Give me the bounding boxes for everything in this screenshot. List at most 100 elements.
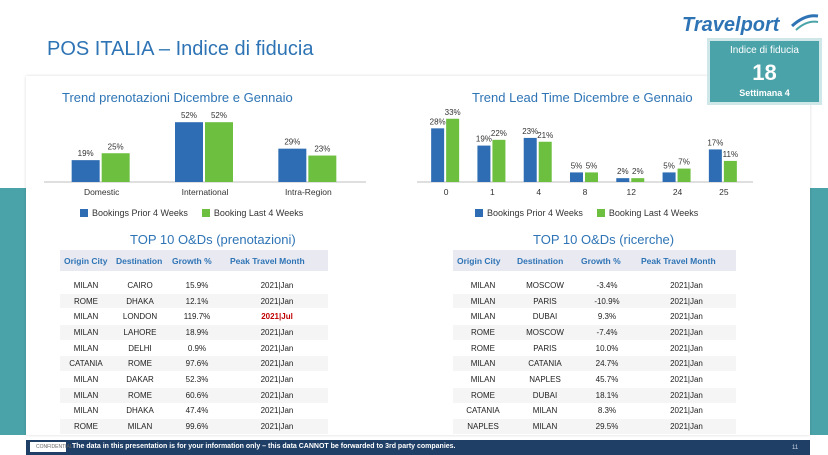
data-label: 5% [571,161,583,170]
origin-cell: MILAN [60,308,112,326]
legend-swatch-green [596,209,605,217]
x-tick-label: 8 [583,187,588,197]
page-title: POS ITALIA – Indice di fiducia [47,38,314,60]
table-row: CATANIA ROME 97.6% 2021|Jan [60,355,328,373]
destination-cell: MILAN [513,403,577,420]
table-spacer-row [60,271,328,278]
data-label: 2% [617,167,629,176]
destination-cell: PARIS [513,340,577,357]
origin-cell: MILAN [453,293,513,310]
origin-cell: NAPLES [453,418,513,435]
origin-cell: ROME [453,340,513,357]
peak-month-cell: 2021|Jul [226,308,328,326]
table-row: MILAN ROME 60.6% 2021|Jan [60,387,328,404]
x-tick-label: 0 [444,187,449,197]
peak-month-cell: 2021|Jan [637,355,736,373]
data-label: 21% [537,131,553,140]
footer-bar [26,440,810,455]
table-row: NAPLES MILAN 29.5% 2021|Jan [453,418,736,435]
right-accent-band [810,188,828,435]
data-label: 29% [284,138,300,147]
peak-month-cell: 2021|Jan [637,418,736,435]
col-header-growth: Growth % [577,250,637,271]
legend-swatch-blue [475,209,483,217]
bar [708,149,722,182]
table-row: ROME DUBAI 18.1% 2021|Jan [453,387,736,404]
origin-cell: MILAN [60,340,112,357]
col-header-peak-month: Peak Travel Month [226,250,328,271]
bar [205,122,233,182]
col-header-destination: Destination [112,250,168,271]
col-header-growth: Growth % [168,250,226,271]
data-label: 23% [522,127,538,136]
destination-cell: CATANIA [513,355,577,373]
legend-item-prior: Bookings Prior 4 Weeks [475,208,583,218]
origin-cell: CATANIA [60,355,112,373]
bar [631,178,645,182]
bar [477,145,491,182]
peak-month-cell: 2021|Jan [226,387,328,404]
growth-cell: 99.6% [168,418,226,435]
growth-cell: 15.9% [168,277,226,294]
x-tick-label: 1 [490,187,495,197]
growth-cell: 18.9% [168,324,226,341]
legend-item-prior: Bookings Prior 4 Weeks [80,208,188,218]
data-label: 22% [491,129,507,138]
growth-cell: 9.3% [577,308,637,326]
legend-swatch-blue [80,209,88,217]
bar [570,172,583,182]
table-row: MILAN LONDON 119.7% 2021|Jul [60,308,328,326]
table-row: MILAN DAKAR 52.3% 2021|Jan [60,371,328,388]
origin-cell: MILAN [60,277,112,294]
table-row: MILAN MOSCOW -3.4% 2021|Jan [453,277,736,294]
bar [278,148,307,182]
peak-month-cell: 2021|Jan [637,340,736,357]
peak-month-cell: 2021|Jan [637,277,736,294]
destination-cell: MILAN [513,418,577,435]
data-label: 5% [586,161,598,170]
table-header-row: Origin City Destination Growth % Peak Tr… [453,250,736,271]
badge-week: Settimana 4 [739,88,790,98]
origin-cell: CATANIA [453,403,513,420]
x-tick-label: Domestic [84,187,120,197]
peak-month-cell: 2021|Jan [226,418,328,435]
table-row: ROME PARIS 10.0% 2021|Jan [453,340,736,357]
peak-month-cell: 2021|Jan [226,371,328,388]
bar [523,137,537,182]
destination-cell: ROME [112,387,168,404]
legend-label: Booking Last 4 Weeks [213,208,304,218]
x-tick-label: 24 [673,187,683,197]
bar [723,160,737,182]
peak-month-cell: 2021|Jan [637,324,736,341]
table-header-row: Origin City Destination Growth % Peak Tr… [60,250,328,271]
origin-cell: MILAN [453,277,513,294]
table-row: ROME DHAKA 12.1% 2021|Jan [60,293,328,310]
badge-label: Indice di fiducia [730,45,799,56]
x-tick-label: 12 [627,187,637,197]
bar [585,172,598,182]
table-row: MILAN DHAKA 47.4% 2021|Jan [60,403,328,420]
peak-month-cell: 2021|Jan [226,340,328,357]
growth-cell: 12.1% [168,293,226,310]
table-row: MILAN NAPLES 45.7% 2021|Jan [453,371,736,388]
bar [308,155,337,182]
origin-cell: MILAN [453,355,513,373]
legend-item-last: Booking Last 4 Weeks [596,208,699,218]
chart1-title: Trend prenotazioni Dicembre e Gennaio [62,90,293,105]
legend-label: Booking Last 4 Weeks [608,208,699,218]
confidence-index-badge: Indice di fiducia 18 Settimana 4 [707,38,822,105]
peak-month-cell: 2021|Jan [637,403,736,420]
origin-cell: MILAN [453,308,513,326]
peak-month-cell: 2021|Jan [637,371,736,388]
destination-cell: DHAKA [112,403,168,420]
growth-cell: 0.9% [168,340,226,357]
confidential-label: CONFIDENTIAL [30,442,73,452]
growth-cell: 24.7% [577,355,637,373]
data-label: 17% [707,138,723,147]
table2-title: TOP 10 O&Ds (ricerche) [533,232,675,247]
origin-cell: ROME [453,324,513,341]
chart2-legend: Bookings Prior 4 Weeks Booking Last 4 We… [475,208,698,218]
data-label: 28% [430,117,446,126]
table-row: ROME MOSCOW -7.4% 2021|Jan [453,324,736,341]
bar [662,172,676,182]
